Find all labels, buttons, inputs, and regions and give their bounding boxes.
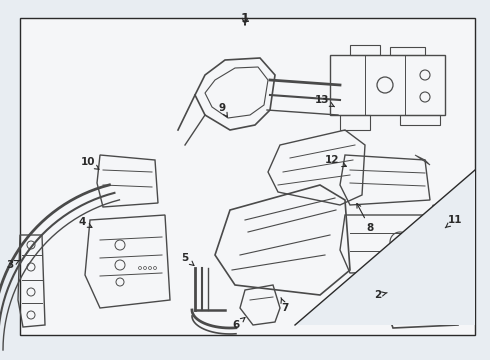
Text: 1: 1 [241, 12, 249, 24]
Bar [20, 18, 475, 335]
Text: 13: 13 [315, 95, 335, 107]
Text: 10: 10 [81, 157, 99, 169]
Text: 12: 12 [325, 155, 346, 167]
Text: 11: 11 [445, 215, 462, 228]
Text: 4: 4 [78, 217, 92, 228]
Text: 9: 9 [219, 103, 227, 117]
Text: 3: 3 [6, 260, 19, 270]
Text: 2: 2 [374, 290, 387, 300]
Polygon shape [295, 170, 475, 325]
Text: 8: 8 [357, 203, 374, 233]
Text: 7: 7 [281, 298, 289, 313]
Text: 6: 6 [232, 318, 245, 330]
Text: 5: 5 [181, 253, 194, 265]
